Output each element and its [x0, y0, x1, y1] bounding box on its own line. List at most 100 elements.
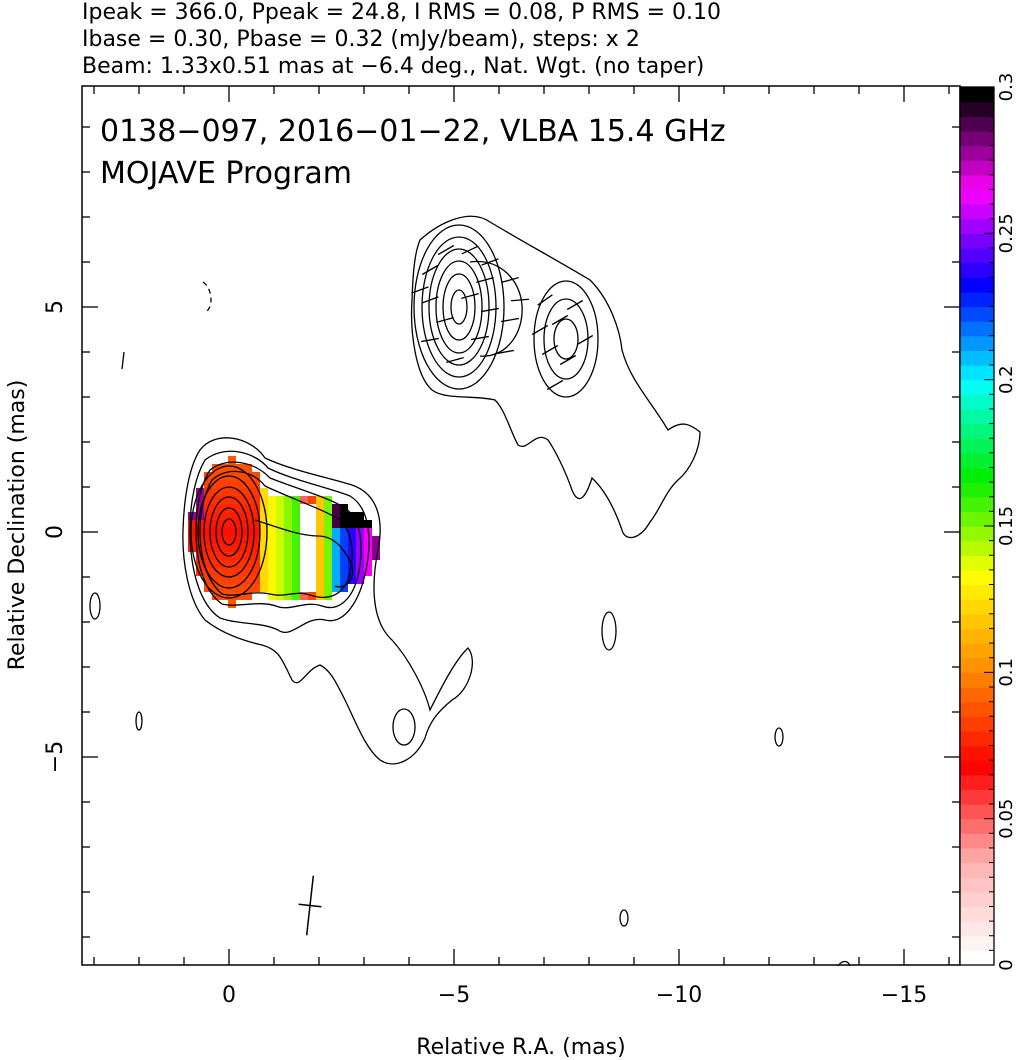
- knot-a-contour-5: [442, 273, 476, 341]
- pol-pixel: [284, 504, 292, 512]
- pol-pixel: [332, 520, 340, 528]
- pol-pixel: [220, 592, 228, 600]
- pol-pixel: [212, 512, 220, 520]
- pol-pixel: [348, 512, 356, 520]
- pol-pixel: [316, 496, 324, 504]
- pol-pixel: [228, 592, 236, 600]
- pol-pixel: [268, 568, 276, 576]
- evpa-tick: [411, 286, 429, 294]
- pol-pixel: [292, 528, 300, 536]
- pol-pixel: [324, 568, 332, 576]
- header-peak-line: Ipeak = 366.0, Ppeak = 24.8, I RMS = 0.0…: [82, 0, 721, 25]
- pol-pixel: [260, 568, 268, 576]
- pol-pixel: [212, 520, 220, 528]
- negative-contour: [202, 281, 212, 313]
- pol-pixel: [204, 536, 212, 544]
- pol-pixel: [332, 528, 340, 536]
- colorbar-swatch: [960, 526, 994, 542]
- pol-pixel: [204, 512, 212, 520]
- knot-a-contour-6: [450, 289, 468, 325]
- evpa-tick: [476, 277, 494, 283]
- plot-subtitle: MOJAVE Program: [100, 156, 352, 191]
- pol-pixel: [204, 520, 212, 528]
- pol-pixel: [228, 464, 236, 472]
- pol-pixel: [212, 560, 220, 568]
- colorbar-swatch: [960, 335, 994, 351]
- pol-pixel: [292, 504, 300, 512]
- pol-pixel: [284, 552, 292, 560]
- pol-pixel: [220, 512, 228, 520]
- colorbar-swatch: [960, 950, 994, 966]
- colorbar-swatch: [960, 379, 994, 395]
- pol-pixel: [332, 568, 340, 576]
- colorbar-swatch: [960, 716, 994, 732]
- pol-pixel: [324, 584, 332, 592]
- pol-pixel: [276, 592, 284, 600]
- noise-contour: [89, 592, 101, 620]
- pol-pixel: [276, 512, 284, 520]
- noise-contour: [601, 611, 617, 651]
- pol-pixel: [236, 472, 244, 480]
- evpa-tick: [537, 294, 553, 306]
- pol-pixel: [260, 536, 268, 544]
- colorbar-swatch: [960, 921, 994, 937]
- pol-pixel: [292, 592, 300, 600]
- pol-pixel: [268, 560, 276, 568]
- pol-pixel: [316, 520, 324, 528]
- pol-pixel: [260, 512, 268, 520]
- colorbar-swatch: [960, 730, 994, 747]
- colorbar-swatch: [960, 452, 994, 469]
- pol-pixel: [340, 576, 348, 584]
- pol-pixel: [268, 552, 276, 560]
- axis-tick-labels: 0 −5 −10 −15 −5 0 5: [43, 300, 927, 1008]
- pol-pixel: [252, 576, 260, 584]
- pol-pixel: [204, 560, 212, 568]
- pol-pixel: [204, 496, 212, 504]
- pol-pixel: [340, 528, 348, 536]
- pol-pixel: [236, 560, 244, 568]
- colorbar-swatch: [960, 657, 994, 673]
- pol-pixel: [316, 560, 324, 568]
- pol-pixel: [276, 568, 284, 576]
- evpa-tick: [496, 349, 514, 355]
- pol-pixel: [284, 528, 292, 536]
- plot-title: 0138−097, 2016−01−22, VLBA 15.4 GHz: [100, 114, 726, 149]
- evpa-tick: [437, 244, 455, 256]
- pol-pixel: [260, 520, 268, 528]
- pol-pixel: [356, 512, 364, 520]
- pol-pixel: [260, 560, 268, 568]
- axis-ticks: [82, 86, 960, 965]
- pol-pixel: [300, 592, 308, 600]
- pol-pixel: [236, 512, 244, 520]
- y-axis-label: Relative Declination (mas): [5, 380, 30, 671]
- pol-pixel: [236, 528, 244, 536]
- pol-pixel: [348, 576, 356, 584]
- pol-pixel: [244, 504, 252, 512]
- pol-pixel: [324, 520, 332, 528]
- pol-pixel: [212, 552, 220, 560]
- pol-pixel: [188, 536, 196, 544]
- pol-pixel: [196, 512, 204, 520]
- pol-pixel: [316, 584, 324, 592]
- knot-a-east-lobe-contour: [469, 260, 523, 357]
- pol-pixel: [212, 480, 220, 488]
- pol-pixel: [356, 552, 364, 560]
- pol-pixel: [228, 560, 236, 568]
- evpa-tick: [559, 354, 577, 366]
- pol-pixel: [332, 536, 340, 544]
- pol-pixel: [220, 560, 228, 568]
- pol-pixel: [292, 552, 300, 560]
- pol-pixel: [316, 512, 324, 520]
- evpa-tick: [566, 299, 584, 311]
- colorbar-swatch: [960, 877, 994, 893]
- pol-pixel: [252, 544, 260, 552]
- colorbar-swatch: [960, 569, 994, 586]
- pol-pixel: [292, 536, 300, 544]
- core-contour-3: [195, 461, 362, 609]
- pol-pixel: [196, 488, 204, 496]
- pol-pixel: [276, 544, 284, 552]
- colorbar-swatch: [960, 438, 994, 454]
- pol-pixel: [316, 528, 324, 536]
- pol-pixel: [340, 544, 348, 552]
